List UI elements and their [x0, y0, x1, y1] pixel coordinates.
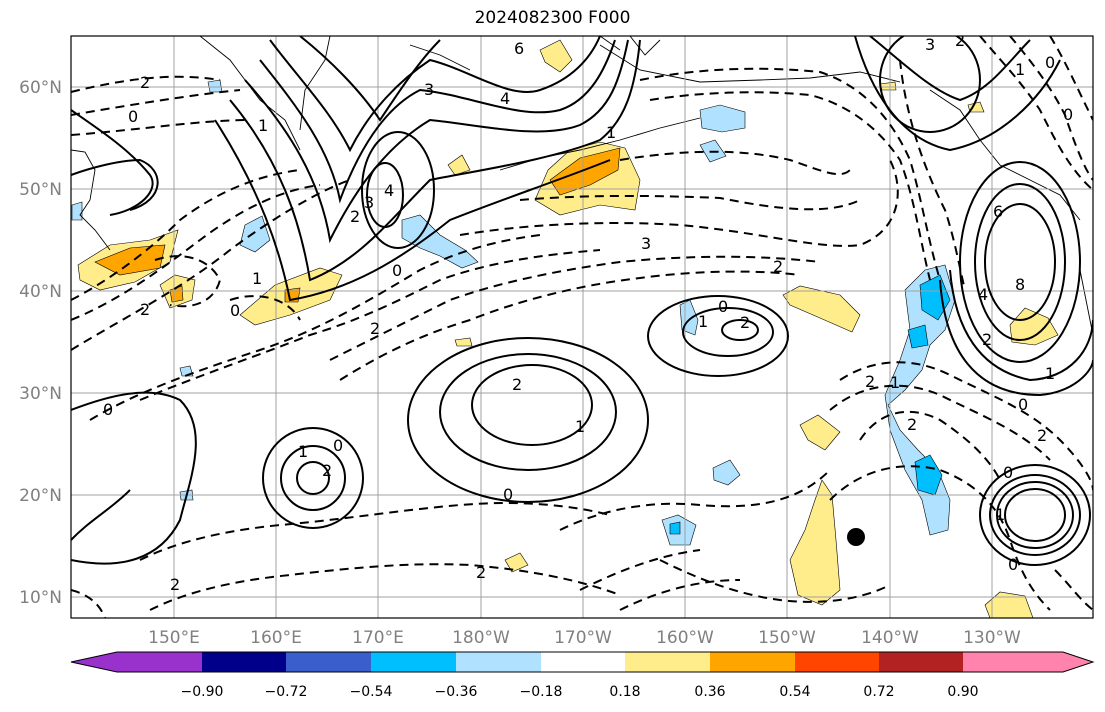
lon-label: 140°W: [861, 628, 919, 648]
colorbar: −0.90 −0.72 −0.54 −0.36 −0.18 0.18 0.36 …: [70, 651, 1095, 700]
lon-label: 150°W: [758, 628, 816, 648]
colorbar-swatch: [625, 652, 710, 672]
contour-label: 1: [258, 116, 268, 135]
lon-label: 170°W: [554, 628, 612, 648]
colorbar-swatch: [541, 652, 625, 672]
contour-label: 2: [370, 319, 380, 338]
contour-label: 2: [773, 257, 783, 276]
contour-label: 8: [1015, 275, 1025, 294]
lon-axis: 150°E 160°E 170°E 180°W 170°W 160°W 150°…: [148, 628, 1021, 648]
colorbar-tick-label: 0.54: [779, 684, 810, 700]
contour-label: 1: [698, 312, 708, 331]
location-marker: [847, 528, 865, 546]
contour-label: 1: [1045, 364, 1055, 383]
contour-label: 0: [392, 261, 402, 280]
contour-label: 0: [1008, 555, 1018, 574]
contour-label: 0: [1063, 105, 1073, 124]
contour-label: 1: [298, 442, 308, 461]
contour-label: 2: [140, 73, 150, 92]
contour-label: 0: [503, 485, 513, 504]
contour-label: 2: [140, 300, 150, 319]
contour-label: 3: [641, 234, 651, 253]
colorbar-tick-label: 0.18: [609, 684, 640, 700]
lat-label: 10°N: [19, 588, 62, 608]
lat-label: 40°N: [19, 282, 62, 302]
contour-label: 0: [103, 400, 113, 419]
colorbar-swatch: [202, 652, 286, 672]
solid-contours: [71, 36, 1093, 566]
contour-label: 4: [500, 89, 510, 108]
lat-label: 20°N: [19, 486, 62, 506]
colorbar-tick-label: 0.36: [694, 684, 725, 700]
lon-label: 130°W: [963, 628, 1021, 648]
lon-label: 180°W: [452, 628, 510, 648]
contour-label: 4: [384, 181, 394, 200]
contour-label: 2: [865, 372, 875, 391]
contour-label: 2: [740, 313, 750, 332]
colorbar-swatches: [71, 652, 1093, 672]
contour-label: 3: [925, 35, 935, 54]
contour-label: 0: [1003, 463, 1013, 482]
contour-labels: 6 4 3 2 0 1 4 3 2 0 1 2 0 2 3 2 1 0 2 1 …: [103, 31, 1073, 594]
colorbar-swatch: [879, 652, 963, 672]
colorbar-tick-label: −0.18: [520, 684, 563, 700]
lat-label: 50°N: [19, 180, 62, 200]
colorbar-swatch: [963, 652, 1093, 672]
contour-label: 4: [978, 285, 988, 304]
lon-label: 160°W: [656, 628, 714, 648]
contour-label: 1: [995, 505, 1005, 524]
contour-label: 6: [993, 202, 1003, 221]
map-panel: 6 4 3 2 0 1 4 3 2 0 1 2 0 2 3 2 1 0 2 1 …: [71, 31, 1093, 618]
dashed-contours: [71, 36, 1093, 618]
contour-label: 0: [718, 297, 728, 316]
contour-label: 1: [1015, 60, 1025, 79]
lon-label: 170°E: [352, 628, 404, 648]
contour-label: 6: [514, 39, 524, 58]
colorbar-tick-label: −0.90: [181, 684, 224, 700]
lon-label: 160°E: [250, 628, 302, 648]
colorbar-tick-label: 0.90: [947, 684, 978, 700]
contour-label: 1: [606, 123, 616, 142]
lon-label: 150°E: [148, 628, 200, 648]
contour-label: 1: [575, 417, 585, 436]
contour-label: 1: [890, 373, 900, 392]
contour-label: 2: [170, 575, 180, 594]
lat-axis: 60°N 50°N 40°N 30°N 20°N 10°N: [19, 78, 62, 608]
colorbar-tick-label: −0.72: [265, 684, 308, 700]
lat-label: 60°N: [19, 78, 62, 98]
contour-label: 2: [955, 31, 965, 50]
contour-label: 2: [982, 330, 992, 349]
colorbar-swatch: [286, 652, 371, 672]
contour-label: 2: [322, 461, 332, 480]
colorbar-swatch: [710, 652, 795, 672]
colorbar-swatch: [795, 652, 879, 672]
colorbar-tick-label: −0.36: [435, 684, 478, 700]
contour-label: 3: [364, 193, 374, 212]
colorbar-tick-label: 0.72: [863, 684, 894, 700]
colorbar-ticks: −0.90 −0.72 −0.54 −0.36 −0.18 0.18 0.36 …: [181, 684, 979, 700]
contour-label: 1: [252, 269, 262, 288]
colorbar-swatch: [371, 652, 456, 672]
contour-label: 2: [476, 563, 486, 582]
contour-label: 0: [1018, 395, 1028, 414]
contour-label: 2: [350, 207, 360, 226]
contour-label: 2: [1037, 426, 1047, 445]
colorbar-swatch: [456, 652, 541, 672]
colorbar-swatch: [71, 652, 202, 672]
contour-label: 2: [907, 415, 917, 434]
contour-label: 0: [1045, 53, 1055, 72]
map-title: 2024082300 F000: [474, 8, 631, 28]
contour-label: 0: [128, 107, 138, 126]
contour-label: 2: [512, 375, 522, 394]
lat-label: 30°N: [19, 384, 62, 404]
colorbar-tick-label: −0.54: [350, 684, 393, 700]
contour-label: 0: [333, 436, 343, 455]
contour-label: 0: [230, 301, 240, 320]
colorbar-outline: [70, 651, 1095, 673]
map-frame: [70, 35, 1094, 619]
contour-label: 3: [424, 80, 434, 99]
